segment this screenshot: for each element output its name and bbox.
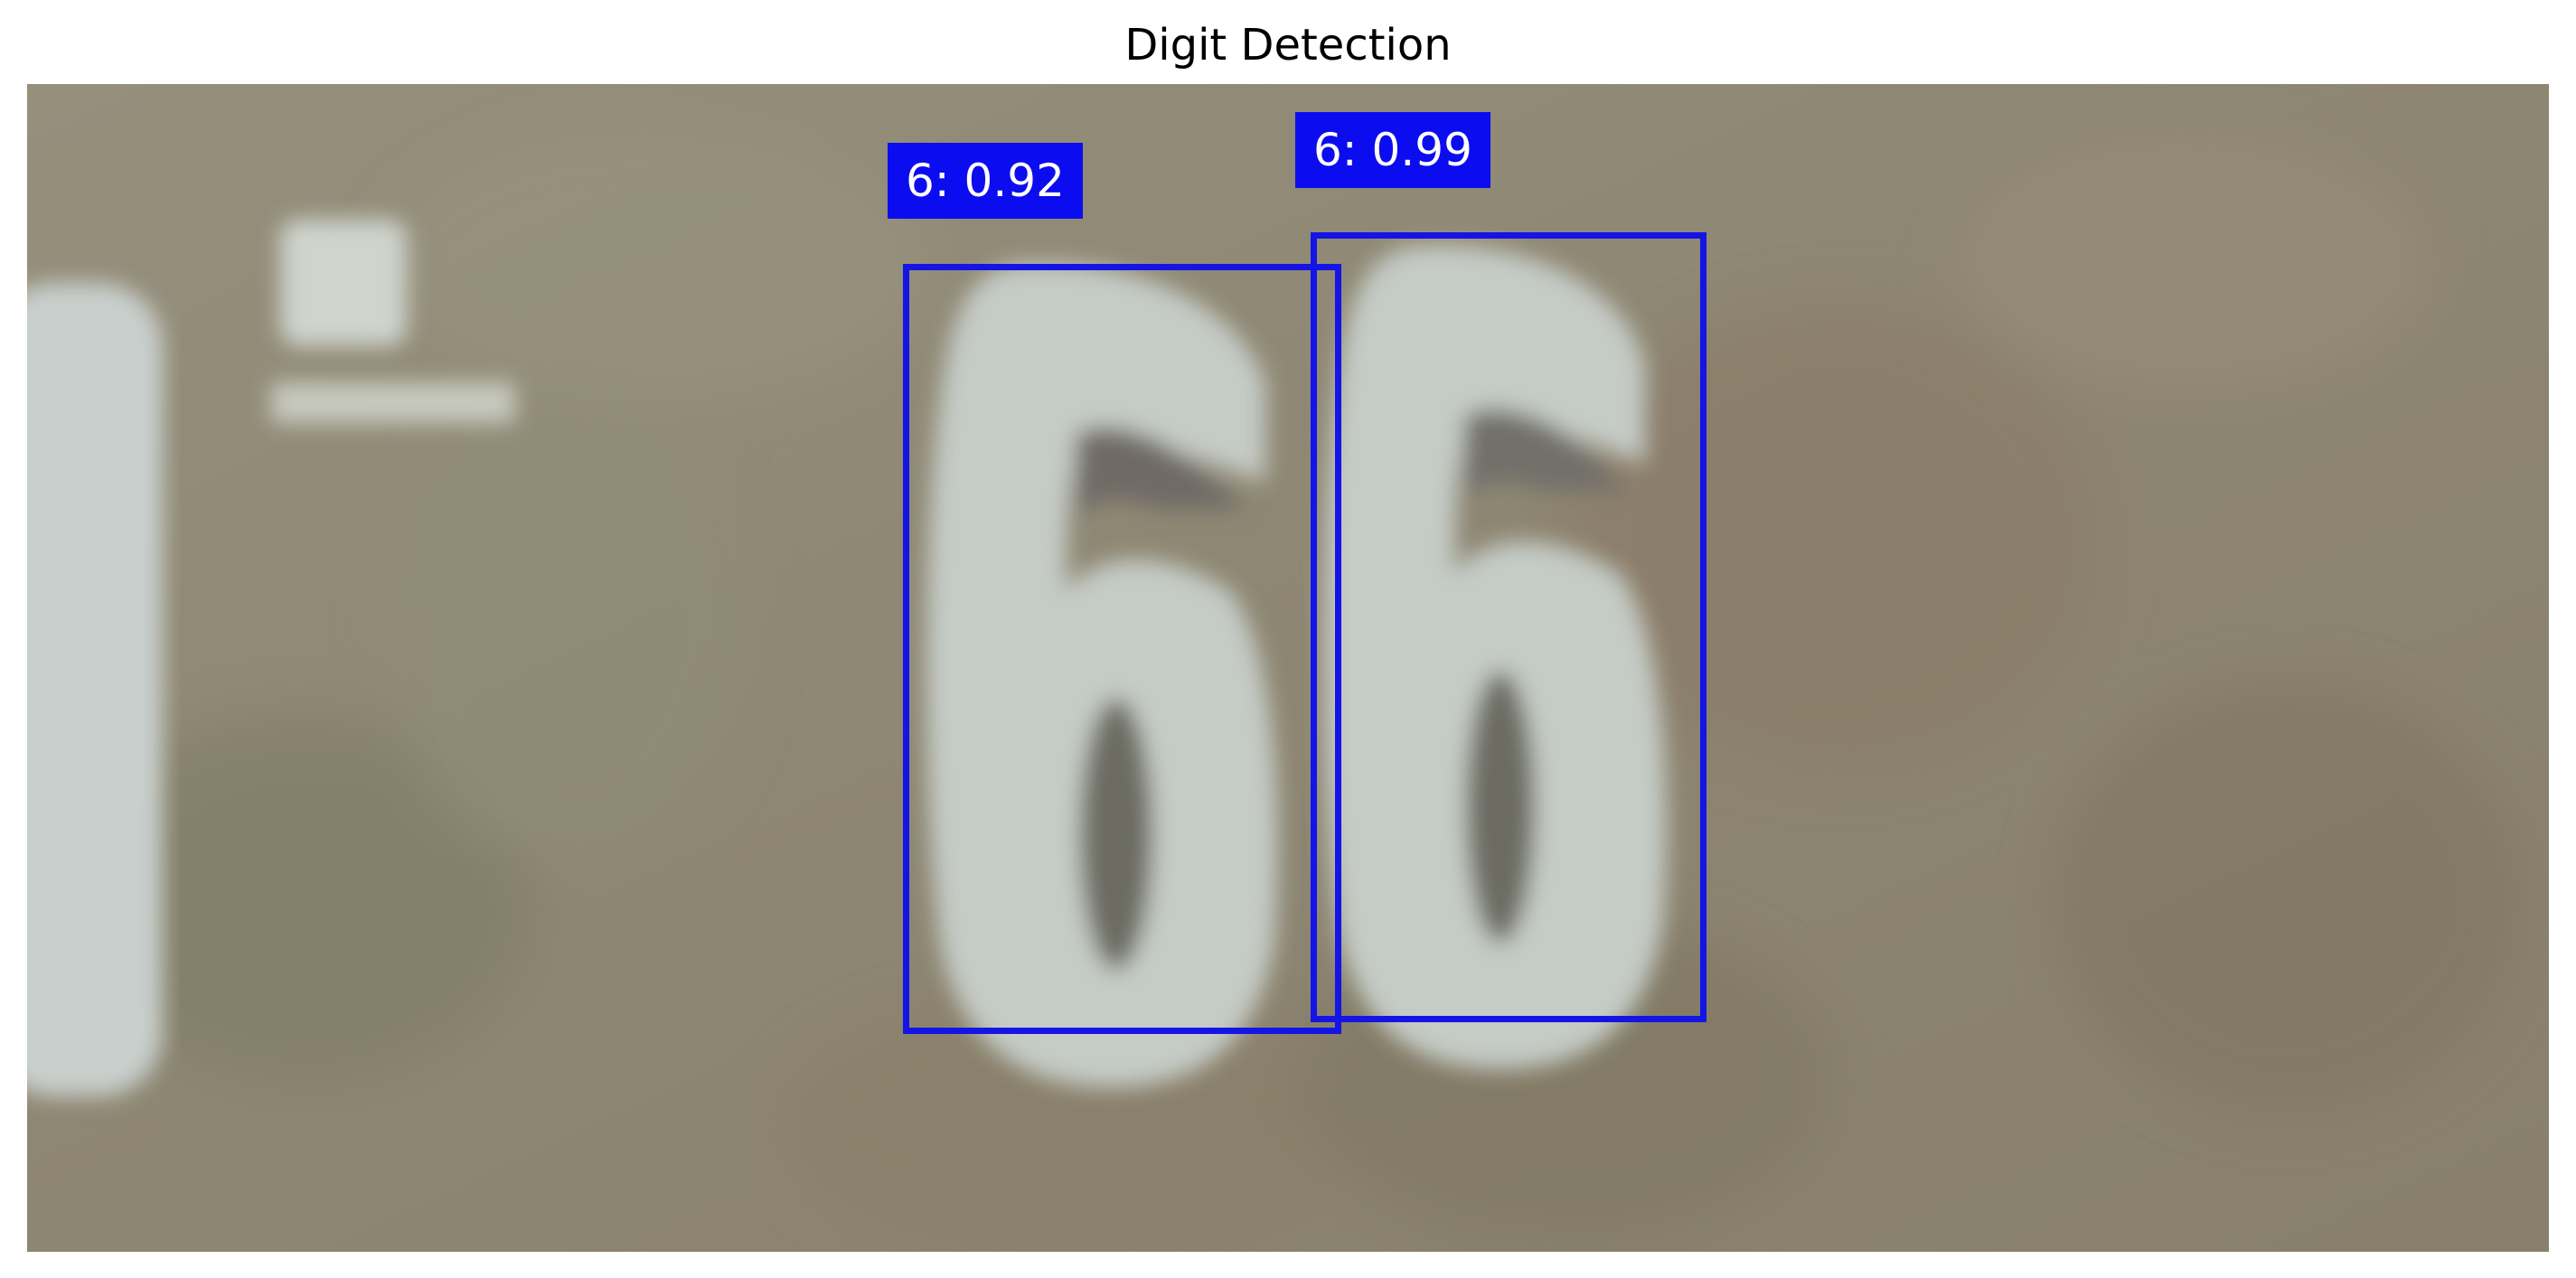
detection-label-1: 6: 0.92 [888, 143, 1083, 219]
photo-background [27, 84, 2549, 1252]
street-number-photo: 6: 0.92 6: 0.99 [27, 84, 2549, 1252]
figure-title: Digit Detection [1124, 20, 1452, 70]
detection-label-2: 6: 0.99 [1295, 112, 1490, 188]
detection-box-2 [1311, 232, 1706, 1022]
detection-box-1 [903, 264, 1341, 1034]
